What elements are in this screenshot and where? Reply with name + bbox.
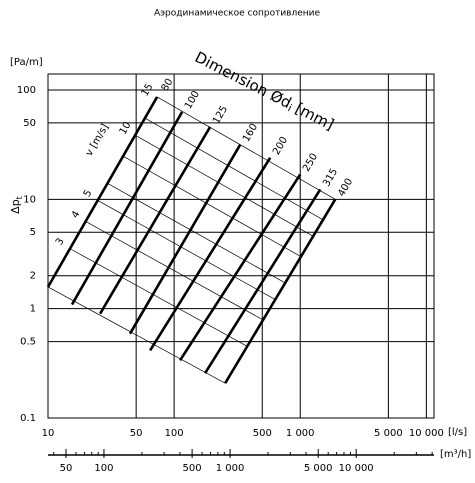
velocity-line [107, 183, 286, 284]
diameter-line [178, 173, 302, 362]
y-tick-label: 2 [30, 271, 36, 282]
x-tick-label: 1 000 [286, 428, 315, 439]
chart-title: Аэродинамическое сопротивление [154, 9, 321, 19]
diameter-title-unit: [mm] [292, 99, 337, 134]
diameter-line [46, 96, 159, 288]
x2-axis-label: [m³/h] [440, 449, 471, 460]
x-tick-label: 500 [253, 428, 272, 439]
velocity-line [97, 200, 276, 300]
x-tick-label: 10 [42, 428, 55, 439]
x2-tick-label: 500 [183, 463, 202, 474]
diameter-line [70, 111, 184, 306]
x-tick-label: 100 [165, 428, 184, 439]
x2-tick-label: 50 [60, 463, 73, 474]
diameter-line [99, 126, 212, 315]
x-tick-label: 10 000 [409, 428, 444, 439]
diameter-line [128, 144, 242, 335]
x-axis-label: [l/s] [448, 427, 467, 438]
y-tick-label: 50 [23, 118, 36, 129]
velocity-label: 4 [70, 209, 83, 220]
y-tick-label: 5 [30, 227, 36, 238]
y-symbol: Δpt [9, 196, 24, 214]
velocity-line [122, 155, 302, 257]
x-tick-label: 5 000 [374, 428, 403, 439]
x2-tick-label: 10 000 [339, 463, 374, 474]
velocity-title: v [m/s] [84, 122, 111, 158]
diameter-line [224, 198, 337, 384]
y-symbol-main: Δp [9, 199, 22, 214]
x2-tick-label: 5 000 [304, 463, 333, 474]
diameter-label: 200 [271, 135, 290, 157]
x2-tick-label: 1 000 [216, 463, 245, 474]
x-tick-label: 50 [130, 428, 143, 439]
diameter-label: 160 [241, 122, 260, 144]
y-tick-label: 100 [17, 85, 36, 96]
diameter-label: 80 [160, 77, 176, 94]
velocity-line [85, 221, 264, 321]
y-axis-label: [Pa/m] [10, 57, 43, 68]
y-symbol-sub: t [15, 196, 24, 199]
velocity-line [69, 248, 248, 347]
diameter-label: 400 [336, 177, 355, 199]
velocity-label: 5 [82, 188, 95, 199]
y-tick-label: 0.1 [20, 413, 36, 424]
velocity-label: 15 [140, 82, 156, 99]
diameter-label: 100 [183, 89, 202, 111]
y-tick-label: 0.5 [20, 337, 36, 348]
diameter-line [203, 188, 322, 374]
diameter-label: 250 [301, 152, 320, 174]
diameter-label: 315 [321, 167, 340, 189]
y-tick-label: 1 [30, 304, 36, 315]
velocity-line [134, 134, 314, 237]
velocity-label: 3 [54, 236, 67, 247]
diameter-line [148, 157, 272, 352]
velocity-line [47, 286, 226, 384]
velocity-line [144, 117, 324, 221]
x2-tick-label: 100 [94, 463, 113, 474]
y-tick-label: 10 [23, 194, 36, 205]
velocity-line [156, 96, 336, 200]
diameter-title-main: Dimension Ød [192, 48, 294, 112]
diameter-title-sub: i [286, 103, 293, 114]
